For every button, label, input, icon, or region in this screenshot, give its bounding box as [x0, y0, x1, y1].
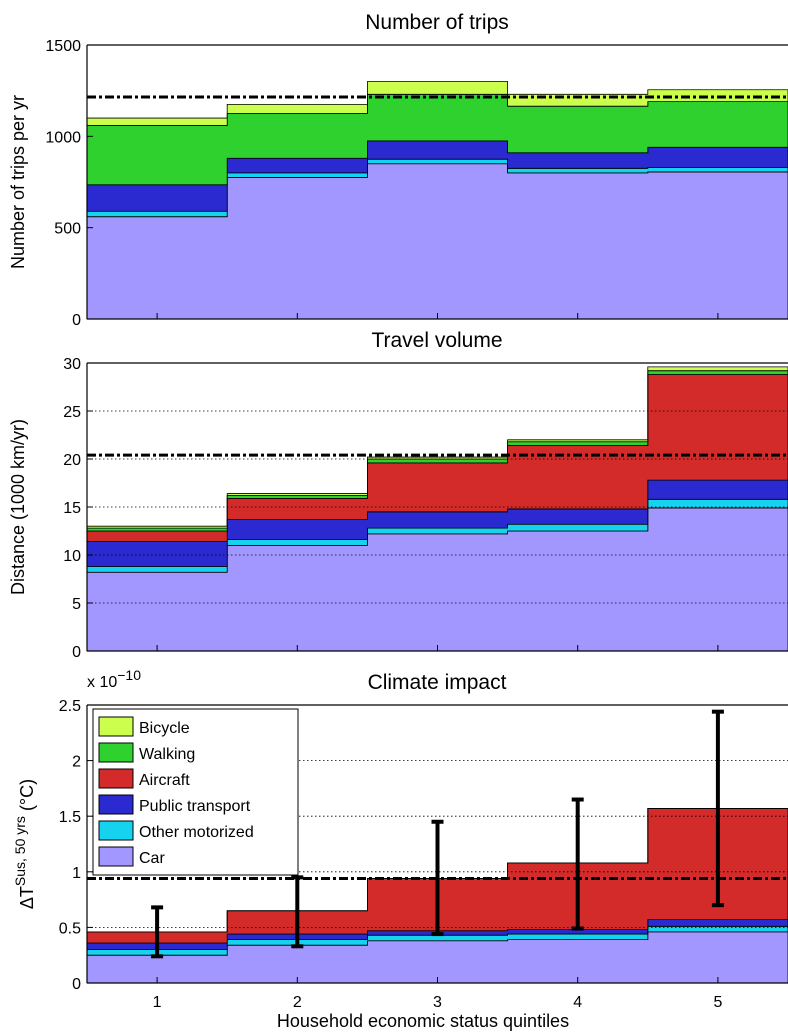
- legend-label-bicycle: Bicycle: [139, 720, 190, 737]
- x-tick-label: 4: [573, 994, 582, 1011]
- y-tick-label: 20: [63, 452, 81, 469]
- y-tick-label: 1: [72, 865, 81, 882]
- y-tick-label: 500: [54, 221, 81, 238]
- y-tick-label: 0.5: [59, 920, 81, 937]
- y-tick-label: 2.5: [59, 698, 81, 715]
- legend-swatch-other-motorized: [98, 820, 134, 841]
- x-tick-label: 1: [153, 994, 162, 1011]
- x-tick-label: 2: [293, 994, 302, 1011]
- area-bicycle: [86, 81, 788, 126]
- legend-swatch-aircraft: [98, 768, 134, 789]
- area-bicycle: [86, 366, 788, 529]
- x-tick-label: 3: [433, 994, 442, 1011]
- chart-title: Travel volume: [371, 329, 502, 352]
- legend-swatch-public-transport: [98, 794, 134, 815]
- y-tick-label: 0: [72, 644, 81, 661]
- legend-label-car: Car: [139, 850, 165, 867]
- y-tick-label: 0: [72, 312, 81, 329]
- chart-title: Number of trips: [365, 11, 509, 34]
- y-tick-label: 25: [63, 404, 81, 421]
- y-tick-label: 0: [72, 976, 81, 993]
- legend-label-walking: Walking: [139, 746, 195, 763]
- legend-swatch-bicycle: [98, 716, 134, 737]
- y-axis-label: ΔTSus, 50 yrs (°C): [12, 779, 37, 909]
- legend-label-public-transport: Public transport: [139, 798, 251, 815]
- y-tick-label: 30: [63, 356, 81, 373]
- x-axis-label: Household economic status quintiles: [277, 1011, 569, 1031]
- y-axis-label: Distance (1000 km/yr): [8, 419, 28, 595]
- y-tick-label: 1500: [45, 38, 81, 55]
- x-tick-label: 5: [713, 994, 722, 1011]
- y-multiplier-label: x 10−10: [87, 667, 141, 691]
- legend: Bicycle Walking Aircraft Public transport Ot…: [92, 708, 299, 876]
- legend-swatch-walking: [98, 742, 134, 763]
- y-tick-label: 1.5: [59, 809, 81, 826]
- y-tick-label: 15: [63, 500, 81, 517]
- y-tick-label: 10: [63, 548, 81, 565]
- y-tick-label: 2: [72, 754, 81, 771]
- chart-title: Climate impact: [368, 671, 507, 694]
- legend-swatch-car: [98, 846, 134, 867]
- legend-label-aircraft: Aircraft: [139, 772, 190, 789]
- number-of-trips-panel: 0 500 1000 1500 Number of trips Number of tri…: [8, 11, 788, 329]
- y-tick-label: 1000: [45, 129, 81, 146]
- y-axis-label: Number of trips per yr: [8, 95, 28, 269]
- y-tick-label: 5: [72, 596, 81, 613]
- travel-volume-panel: 0 5 10 15 20 25 30 Travel volume Distance (1000 …: [8, 329, 788, 661]
- legend-label-other-motorized: Other motorized: [139, 824, 254, 841]
- area-bicycle: [87, 808, 788, 933]
